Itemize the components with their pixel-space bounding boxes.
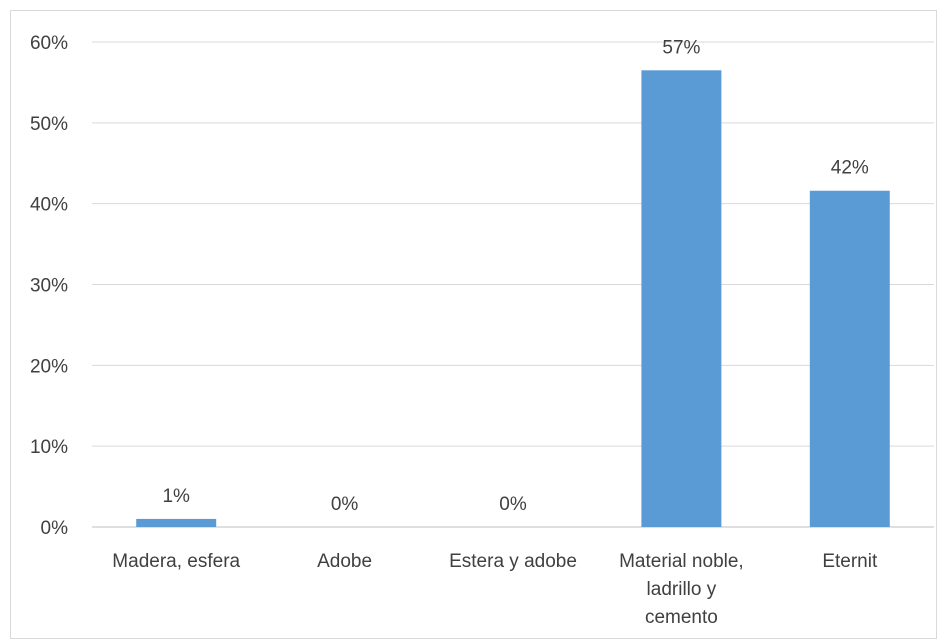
data-label: 1%: [162, 486, 190, 507]
category-label: Eternit: [822, 551, 878, 572]
category-label: Madera, esfera: [112, 551, 240, 572]
bar: [136, 518, 217, 527]
data-label: 42%: [831, 158, 869, 179]
y-tick-label: 40%: [30, 195, 68, 216]
data-label: 0%: [499, 494, 527, 515]
x-axis-category-labels: Madera, esfera Adobe Estera y adobe Materia…: [112, 551, 878, 628]
y-tick-label: 20%: [30, 356, 68, 377]
chart-frame: [10, 10, 937, 639]
category-label: Material noble, ladrillo y cemento: [619, 551, 744, 628]
y-tick-label: 50%: [30, 114, 68, 135]
y-tick-label: 10%: [30, 437, 68, 458]
y-tick-label: 60%: [30, 33, 68, 54]
bars: [136, 70, 890, 528]
data-label: 0%: [331, 494, 359, 515]
gridlines: [92, 41, 934, 528]
data-labels: 1% 0% 0% 57% 42%: [162, 37, 868, 515]
data-label: 57%: [662, 37, 700, 58]
category-label: Estera y adobe: [449, 551, 577, 572]
bar: [809, 190, 890, 527]
y-tick-label: 30%: [30, 276, 68, 297]
bar: [641, 70, 722, 528]
y-tick-label: 0%: [41, 518, 69, 539]
y-axis-tick-labels: 0% 10% 20% 30% 40% 50% 60%: [30, 33, 68, 539]
category-label: Adobe: [317, 551, 372, 572]
